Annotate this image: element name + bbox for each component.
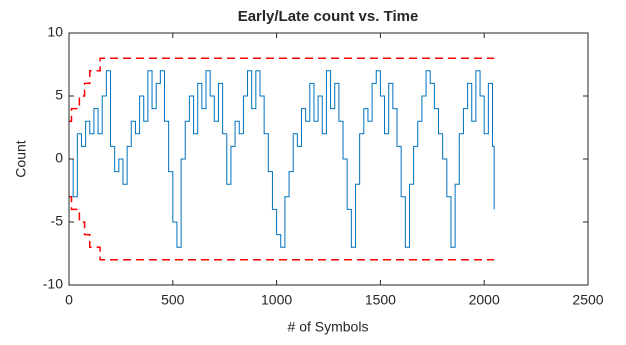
x-tick-label: 1500 xyxy=(365,292,396,308)
x-tick-label: 500 xyxy=(161,292,185,308)
x-tick-label: 1000 xyxy=(261,292,292,308)
data-line xyxy=(69,196,495,261)
y-tick-label: 10 xyxy=(47,24,63,40)
chart-title: Early/Late count vs. Time xyxy=(238,8,419,25)
y-axis-label: Count xyxy=(13,140,29,177)
data-line xyxy=(69,57,495,122)
data-line xyxy=(69,70,495,248)
x-tick-label: 2000 xyxy=(469,292,500,308)
y-tick-label: -5 xyxy=(51,213,64,229)
y-tick-label: 0 xyxy=(55,150,63,166)
x-tick-label: 0 xyxy=(65,292,73,308)
y-tick-label: -10 xyxy=(43,276,63,292)
x-axis-label: # of Symbols xyxy=(288,319,369,335)
x-tick-label: 2500 xyxy=(572,292,603,308)
y-tick-label: 5 xyxy=(55,87,63,103)
